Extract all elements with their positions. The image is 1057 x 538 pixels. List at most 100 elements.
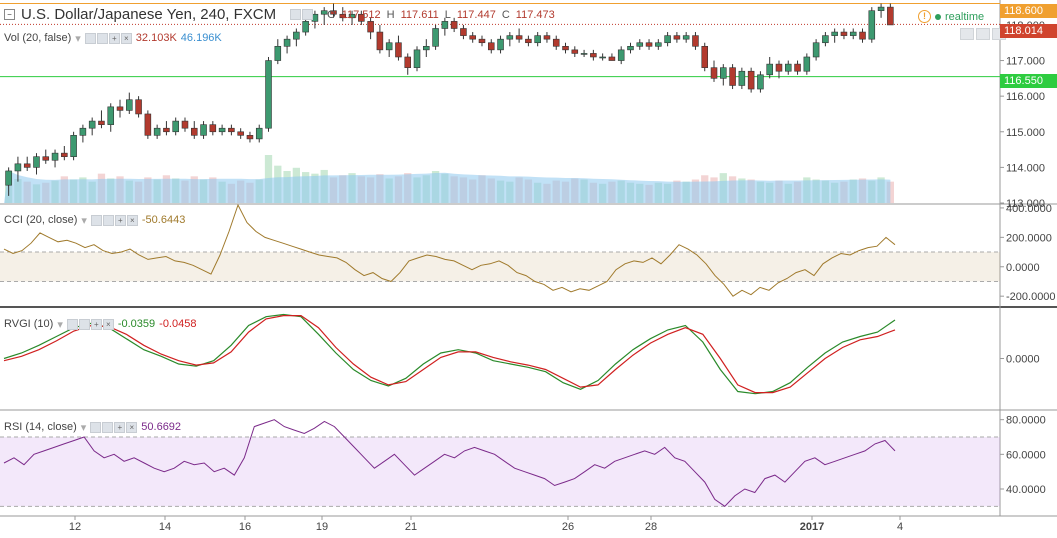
- candle-body: [293, 31, 300, 40]
- vol-eye-icon[interactable]: [84, 32, 96, 44]
- candle-body: [738, 70, 746, 86]
- x-tick-label: 28: [645, 521, 657, 533]
- rsi-label: RSI (14, close): [4, 421, 77, 433]
- price-badge-upper: 118.600: [1000, 4, 1057, 18]
- scale-icon[interactable]: [960, 28, 974, 40]
- cci-band: [0, 252, 1000, 282]
- cci-close-icon[interactable]: ×: [126, 214, 138, 226]
- x-tick-label: 2017: [800, 521, 824, 533]
- rsi-eye-icon[interactable]: [90, 421, 102, 433]
- candle-body: [14, 163, 22, 172]
- rsi-settings-icon[interactable]: [102, 421, 114, 433]
- rvgi-signal-line: [3, 315, 896, 394]
- candle-body: [404, 56, 412, 68]
- candle-body: [766, 63, 773, 76]
- rvgi-close-icon[interactable]: ×: [102, 318, 114, 330]
- rsi-tick-label: 60.0000: [1006, 449, 1046, 461]
- candle-body: [163, 127, 170, 133]
- rvgi-tick-label: 0.0000: [1006, 354, 1040, 366]
- price-badge-current: 118.014: [1000, 24, 1057, 38]
- vol-add-icon[interactable]: +: [108, 32, 120, 44]
- candle-body: [803, 56, 811, 72]
- candle-body: [710, 67, 718, 79]
- candle-body: [636, 42, 644, 47]
- price-tick-label: 115.000: [1006, 127, 1045, 139]
- cci-settings-icon[interactable]: [102, 214, 114, 226]
- rvgi-settings-icon[interactable]: [78, 318, 90, 330]
- price-tick-label: 113.000: [1006, 198, 1045, 210]
- rsi-value: 50.6692: [141, 421, 182, 433]
- candle-body: [590, 53, 597, 58]
- vol-legend: Vol (20, false) ▾ + × 32.103K 46.196K: [4, 32, 222, 45]
- candle-body: [339, 13, 347, 19]
- candle-body: [692, 35, 699, 47]
- candle-body: [367, 21, 374, 33]
- candle-body: [441, 21, 449, 29]
- eye-icon[interactable]: [302, 9, 314, 20]
- rsi-band: [0, 437, 1000, 507]
- candle-body: [645, 42, 653, 47]
- candle-body: [747, 70, 755, 90]
- candle-body: [664, 35, 671, 44]
- candle-body: [395, 42, 402, 58]
- candle-body: [617, 49, 625, 61]
- candle-body: [320, 10, 328, 15]
- collapse-icon[interactable]: −: [4, 9, 15, 20]
- candle-body: [348, 13, 356, 19]
- candle-body: [51, 152, 59, 161]
- candle-body: [237, 131, 244, 136]
- candle-body: [302, 21, 309, 33]
- candle-body: [794, 63, 801, 72]
- candle-body: [757, 74, 764, 90]
- candle-body: [283, 38, 291, 47]
- candle-body: [525, 38, 532, 44]
- candle-body: [23, 163, 31, 168]
- maximize-icon[interactable]: [976, 28, 990, 40]
- candle-body: [61, 152, 68, 158]
- rvgi-add-icon[interactable]: +: [90, 318, 102, 330]
- candle-body: [228, 127, 235, 133]
- candle-body: [153, 127, 161, 136]
- rsi-close-icon[interactable]: ×: [126, 421, 138, 433]
- candle-body: [135, 99, 142, 115]
- candle-body: [515, 35, 523, 40]
- x-tick-label: 14: [159, 521, 171, 533]
- warning-icon[interactable]: !: [918, 10, 931, 23]
- vol-value-2: 46.196K: [180, 32, 222, 44]
- candle-body: [432, 28, 439, 47]
- cci-eye-icon[interactable]: [90, 214, 102, 226]
- settings-icon[interactable]: [290, 9, 302, 20]
- candle-body: [460, 28, 467, 36]
- cci-line: [3, 203, 896, 297]
- candle-body: [5, 170, 12, 186]
- cci-add-icon[interactable]: +: [114, 214, 126, 226]
- rvgi-legend: RVGI (10) ▾ + × -0.0359 -0.0458: [4, 318, 197, 331]
- candle-body: [497, 38, 504, 51]
- candle-body: [840, 31, 848, 36]
- candle-body: [172, 120, 179, 133]
- candle-body: [385, 42, 393, 51]
- x-tick-label: 16: [239, 521, 251, 533]
- candle-body: [200, 124, 207, 136]
- vol-close-icon[interactable]: ×: [120, 32, 132, 44]
- candle-body: [562, 45, 569, 51]
- candle-body: [543, 35, 551, 40]
- candle-body: [255, 127, 263, 140]
- rsi-add-icon[interactable]: +: [114, 421, 126, 433]
- candle-body: [580, 53, 588, 55]
- cci-tick-label: 0.0000: [1006, 262, 1040, 274]
- candle-body: [506, 35, 514, 40]
- candle-body: [376, 31, 384, 51]
- candle-body: [729, 67, 736, 86]
- candle-body: [450, 21, 458, 29]
- realtime-status[interactable]: ! realtime: [918, 10, 984, 23]
- candle-body: [469, 35, 476, 40]
- candle-body: [534, 35, 541, 44]
- candle-body: [190, 127, 198, 136]
- x-tick-label: 4: [897, 521, 903, 533]
- rvgi-eye-icon[interactable]: [66, 318, 78, 330]
- price-tick-label: 114.000: [1006, 162, 1045, 174]
- vol-settings-icon[interactable]: [96, 32, 108, 44]
